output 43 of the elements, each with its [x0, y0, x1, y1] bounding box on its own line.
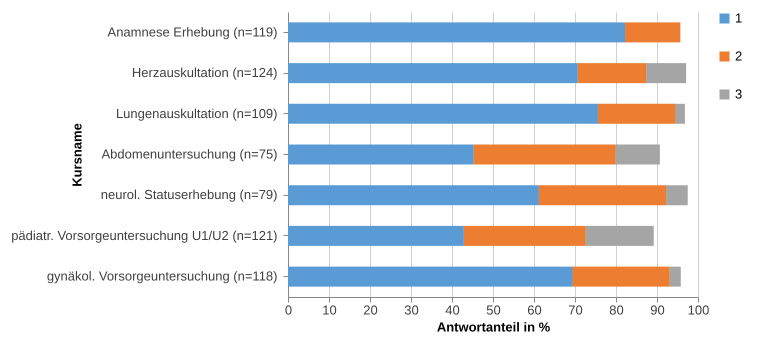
- bar: [464, 226, 586, 246]
- x-tick-label: 30: [404, 302, 419, 318]
- bar: [616, 144, 660, 164]
- y-axis-title: Kursname: [70, 123, 84, 187]
- x-tick-label: 90: [650, 302, 665, 318]
- x-tick-label: 20: [363, 302, 378, 318]
- bar: [646, 63, 686, 84]
- x-tick-label: 10: [322, 302, 337, 318]
- legend-label: 1: [735, 10, 742, 26]
- bar: [288, 226, 464, 246]
- bar: [598, 104, 676, 124]
- x-tick-label: 100: [688, 302, 710, 318]
- bar: [288, 185, 539, 206]
- y-tick-label: Abdomenuntersuchung (n=75): [102, 146, 278, 162]
- bar: [666, 185, 688, 206]
- bar: [578, 63, 646, 84]
- bar: [572, 266, 670, 287]
- bar: [288, 266, 573, 287]
- bar: [288, 63, 578, 84]
- x-tick-label: 60: [527, 302, 542, 318]
- x-tick-label: 40: [445, 302, 460, 318]
- bar: [625, 22, 680, 42]
- legend-label: 3: [735, 86, 742, 102]
- bar: [288, 104, 598, 124]
- x-tick-label: 70: [568, 302, 583, 318]
- y-tick-label: Herzauskultation (n=124): [132, 65, 278, 80]
- bar: [474, 144, 616, 164]
- y-tick-label: gynäkol. Vorsorgeuntersuchung (n=118): [46, 268, 278, 284]
- bar: [288, 22, 626, 42]
- bar: [670, 266, 681, 287]
- bar: [586, 226, 654, 246]
- y-tick-label: pädiatr. Vorsorgeuntersuchung U1/U2 (n=121): [11, 228, 278, 243]
- y-tick-label: neurol. Statuserhebung (n=79): [100, 187, 278, 202]
- x-tick-label: 50: [486, 302, 501, 318]
- y-tick-label: Lungenauskultation (n=109): [116, 106, 278, 121]
- x-axis-title: Antwortanteil in %: [436, 320, 551, 334]
- bar: [538, 185, 666, 206]
- y-tick-label: Anamnese Erhebung (n=119): [108, 24, 278, 40]
- bar: [288, 144, 474, 164]
- x-tick-label: 0: [284, 302, 292, 318]
- x-tick-label: 80: [609, 302, 624, 318]
- bar: [675, 104, 685, 124]
- legend-label: 2: [735, 48, 742, 64]
